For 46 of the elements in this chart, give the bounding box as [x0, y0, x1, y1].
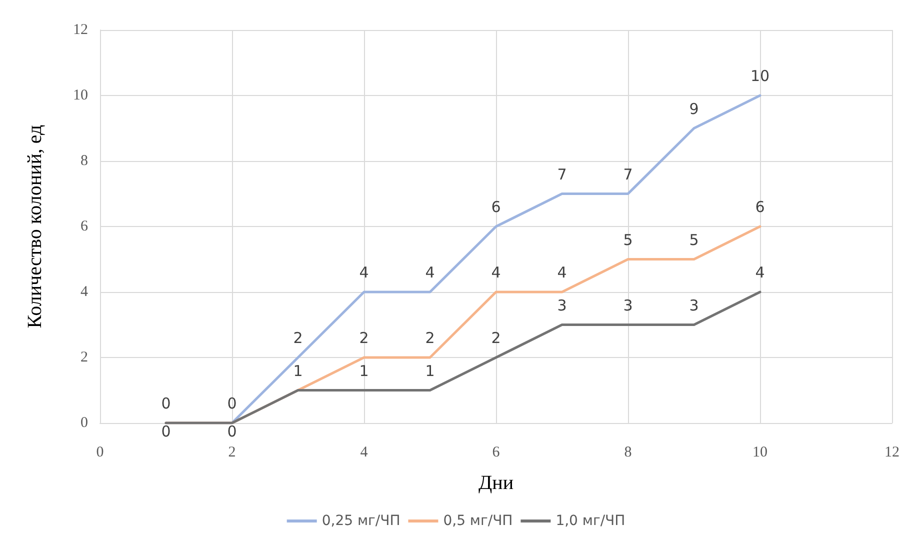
data-label: 2 — [425, 329, 435, 347]
data-label: 7 — [623, 165, 633, 184]
data-label: 2 — [293, 329, 303, 347]
x-tick-label: 8 — [624, 444, 632, 460]
x-tick-label: 2 — [228, 444, 236, 460]
x-tick-label: 12 — [884, 444, 900, 460]
y-tick-label: 10 — [73, 88, 88, 104]
legend-label: 0,5 мг/ЧП — [443, 513, 513, 529]
y-axis-title: Количество колоний, ед — [24, 124, 46, 328]
data-label: 2 — [491, 329, 501, 347]
data-label: 4 — [755, 264, 765, 282]
data-label: 3 — [557, 296, 567, 314]
x-tick-label: 6 — [492, 444, 500, 460]
data-label: 4 — [425, 264, 435, 282]
data-label: 0 — [227, 422, 237, 440]
data-label: 1 — [359, 362, 369, 380]
x-axis-title: Дни — [478, 472, 514, 494]
x-tick-label: 0 — [96, 444, 104, 460]
data-label: 1 — [293, 362, 303, 380]
y-tick-label: 0 — [80, 415, 88, 431]
data-label: 4 — [359, 264, 369, 282]
data-label: 6 — [755, 198, 765, 216]
y-tick-label: 12 — [73, 22, 88, 38]
legend-label: 1,0 мг/ЧП — [556, 513, 626, 529]
data-label: 6 — [491, 198, 501, 216]
data-label: 9 — [689, 100, 699, 118]
legend-label: 0,25 мг/ЧП — [322, 513, 400, 529]
data-label: 10 — [750, 67, 770, 85]
data-label: 2 — [359, 329, 369, 347]
data-label: 7 — [557, 165, 567, 184]
data-label: 1 — [425, 362, 435, 380]
data-label: 4 — [557, 264, 567, 282]
data-label: 3 — [689, 296, 699, 314]
data-label: 4 — [491, 264, 501, 282]
x-tick-label: 4 — [360, 444, 368, 460]
data-label: 5 — [623, 230, 633, 249]
data-label: 0 — [161, 422, 171, 440]
data-label: 5 — [689, 230, 699, 249]
y-tick-label: 4 — [80, 284, 88, 300]
x-tick-label: 10 — [752, 444, 768, 460]
y-tick-label: 2 — [80, 350, 88, 366]
data-label: 3 — [623, 296, 633, 314]
y-tick-label: 6 — [80, 218, 88, 234]
data-label: 0 — [161, 394, 171, 412]
data-label: 0 — [227, 394, 237, 412]
y-tick-label: 8 — [80, 153, 88, 169]
